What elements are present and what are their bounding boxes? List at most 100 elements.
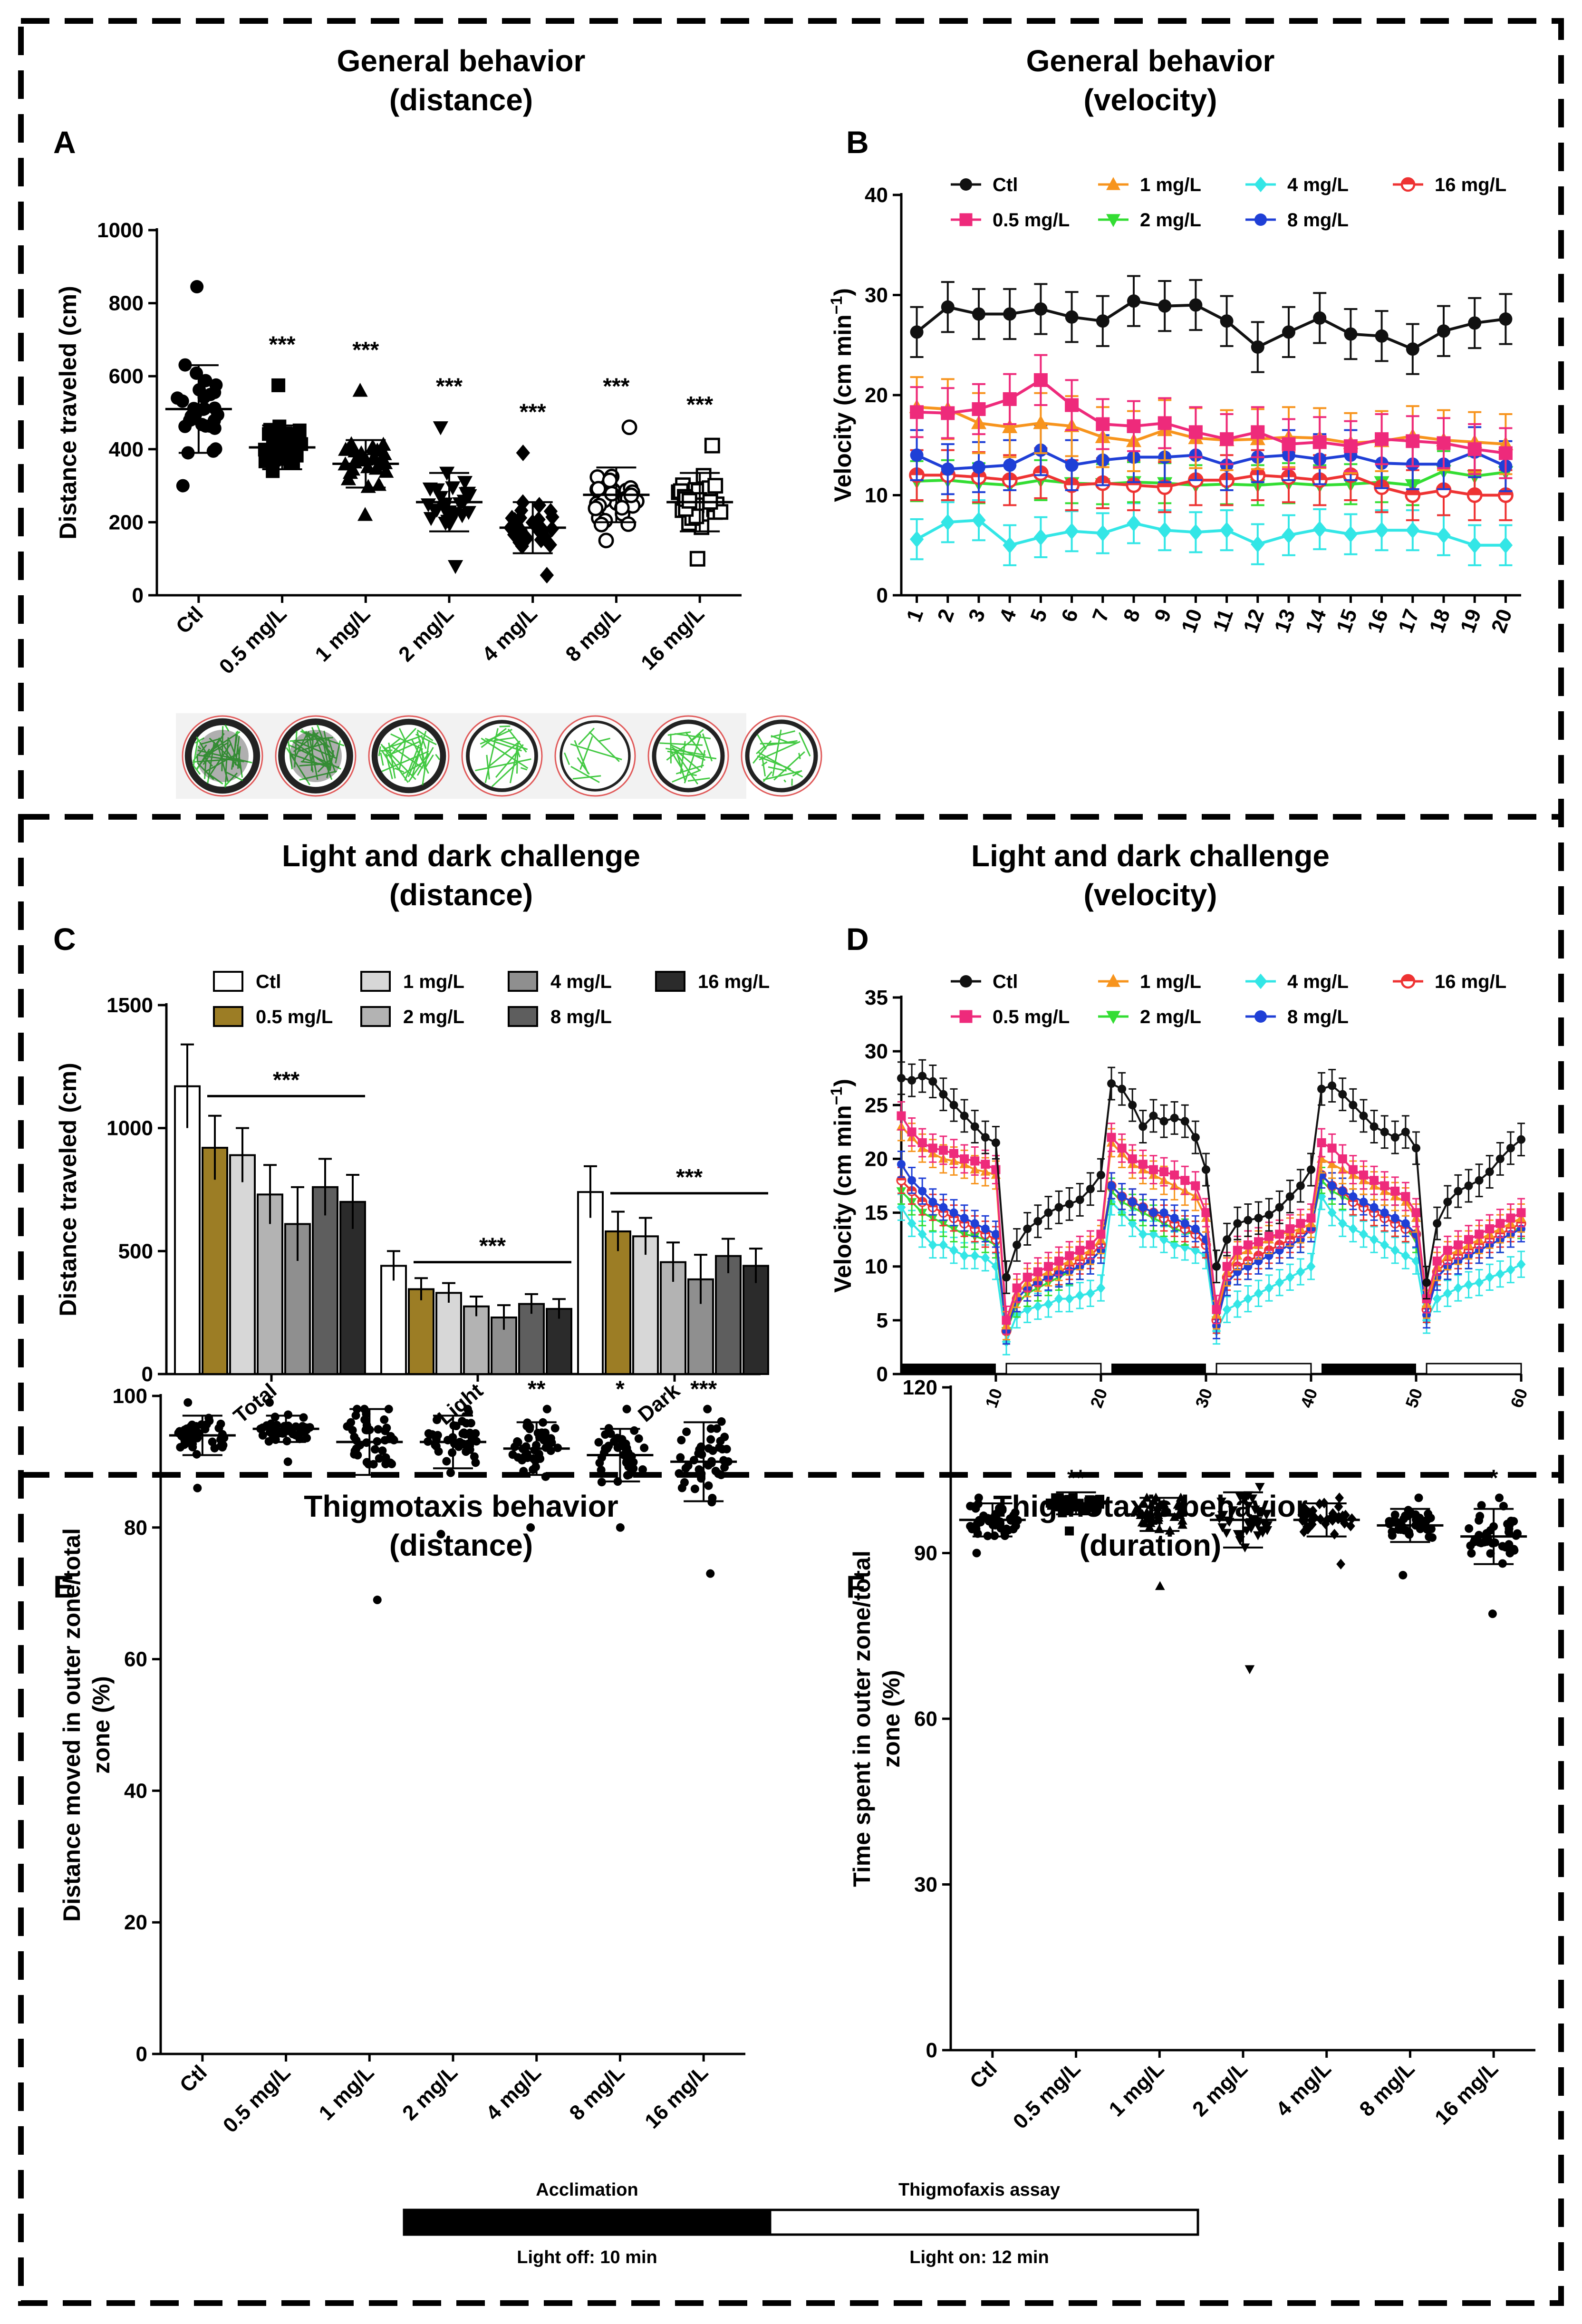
data-point <box>519 1467 528 1476</box>
series-point <box>1096 1171 1105 1180</box>
x-tick-label: 0.5 mg/L <box>215 602 291 678</box>
series-point <box>1422 1278 1431 1287</box>
series-point <box>1406 342 1419 356</box>
legend-label: 0.5 mg/L <box>256 1007 333 1027</box>
series-point <box>1359 1170 1368 1180</box>
data-point <box>524 1433 533 1443</box>
panel-title: Thigmotaxis behavior <box>304 1489 618 1523</box>
series-point <box>972 460 985 474</box>
legend-item-8-mg-l: 8 mg/L <box>1245 210 1349 231</box>
series-point <box>1282 527 1296 544</box>
data-point <box>704 437 720 454</box>
y-tick-label: 1500 <box>106 994 153 1017</box>
light-period-bar <box>1426 1363 1522 1375</box>
series-point <box>1467 537 1482 554</box>
bar-0-5-mg-l <box>605 1230 631 1375</box>
series-point <box>1437 436 1451 450</box>
x-tick-label: 16 mg/L <box>1430 2057 1503 2129</box>
data-point <box>362 1409 371 1418</box>
series-point <box>1033 1267 1042 1277</box>
bar-0-5-mg-l <box>408 1288 434 1375</box>
panel-title: (distance) <box>389 83 533 117</box>
series-point <box>1406 434 1420 448</box>
track-images <box>176 713 822 799</box>
group-0-5-mg-l <box>249 378 316 478</box>
data-point <box>1404 1528 1413 1537</box>
legend-item-1-mg-l: 1 mg/L <box>1098 971 1201 992</box>
series-point <box>1002 1273 1011 1282</box>
data-point <box>181 1439 190 1448</box>
panel-label: E <box>53 1569 74 1604</box>
panel-label: F <box>846 1569 865 1604</box>
series-point <box>910 448 924 462</box>
legend-item-1-mg-l: 1 mg/L <box>360 971 464 992</box>
legend-item-16-mg-l: 16 mg/L <box>1393 971 1506 992</box>
data-point <box>621 419 637 436</box>
series-point <box>1201 1208 1211 1218</box>
legend-label: Ctl <box>256 971 281 992</box>
series-point <box>981 1160 990 1169</box>
series-point <box>1254 1213 1263 1222</box>
significance-mark: *** <box>686 392 713 417</box>
significance-mark: ** <box>528 1377 546 1402</box>
y-tick-label: 0 <box>877 584 888 607</box>
data-point <box>532 497 547 514</box>
x-tick-label: 6 <box>1057 606 1083 625</box>
series-point <box>1516 1208 1526 1218</box>
series-point <box>1401 1250 1410 1261</box>
legend-item-1-mg-l: 1 mg/L <box>1098 174 1201 195</box>
series-point <box>1498 446 1513 460</box>
y-tick-label: 800 <box>109 292 144 315</box>
series-point <box>1065 458 1079 472</box>
series-point <box>1107 1181 1116 1190</box>
data-point <box>694 1449 703 1458</box>
series-point <box>1159 1208 1168 1217</box>
data-point <box>720 1463 729 1472</box>
frame-border <box>18 18 1564 2306</box>
data-point <box>299 1413 308 1422</box>
data-point <box>216 1419 225 1428</box>
data-point <box>286 455 300 469</box>
x-tick-label: 18 <box>1425 606 1455 636</box>
legend-marker <box>1254 176 1267 193</box>
series-point <box>1475 1277 1484 1288</box>
track-dense-fill <box>196 730 249 782</box>
y-tick-label: 0 <box>877 1363 888 1386</box>
series-point <box>918 1072 927 1081</box>
data-point <box>515 538 529 555</box>
series-point <box>1096 1230 1106 1239</box>
data-point <box>376 436 391 451</box>
track-1-mg-l <box>368 715 450 797</box>
series-point <box>1375 329 1389 343</box>
legend-marker-half <box>1402 178 1414 184</box>
series-point <box>1317 1085 1326 1094</box>
legend-label: 8 mg/L <box>1287 1007 1349 1027</box>
series-point-half <box>1406 488 1419 495</box>
y-tick-label: 0 <box>926 2039 937 2062</box>
series-point <box>1220 432 1234 446</box>
data-point <box>722 1444 731 1453</box>
x-tick-label: 16 <box>1363 606 1393 636</box>
data-point <box>597 1465 606 1474</box>
data-point <box>516 444 531 461</box>
data-point <box>1255 1507 1265 1516</box>
data-point <box>184 409 198 423</box>
y-tick-label: 200 <box>109 511 144 534</box>
x-tick-label: 16 mg/L <box>640 2061 713 2133</box>
data-point <box>1169 1512 1179 1521</box>
series-point <box>1464 1279 1473 1290</box>
series-point <box>1075 1246 1085 1255</box>
legend-label: 16 mg/L <box>698 971 770 992</box>
series-point <box>949 1149 959 1158</box>
data-point <box>283 1457 292 1466</box>
series-point <box>1506 1264 1515 1275</box>
x-tick-label: 1 <box>902 606 928 625</box>
series-point <box>1033 1217 1042 1226</box>
series-point <box>1453 1282 1463 1294</box>
data-point <box>1388 1531 1397 1540</box>
series-point <box>970 1250 980 1261</box>
data-point <box>1505 1540 1514 1549</box>
x-tick-label: 13 <box>1270 606 1300 636</box>
data-point <box>1495 1493 1504 1502</box>
legend-label: 16 mg/L <box>1435 174 1506 195</box>
